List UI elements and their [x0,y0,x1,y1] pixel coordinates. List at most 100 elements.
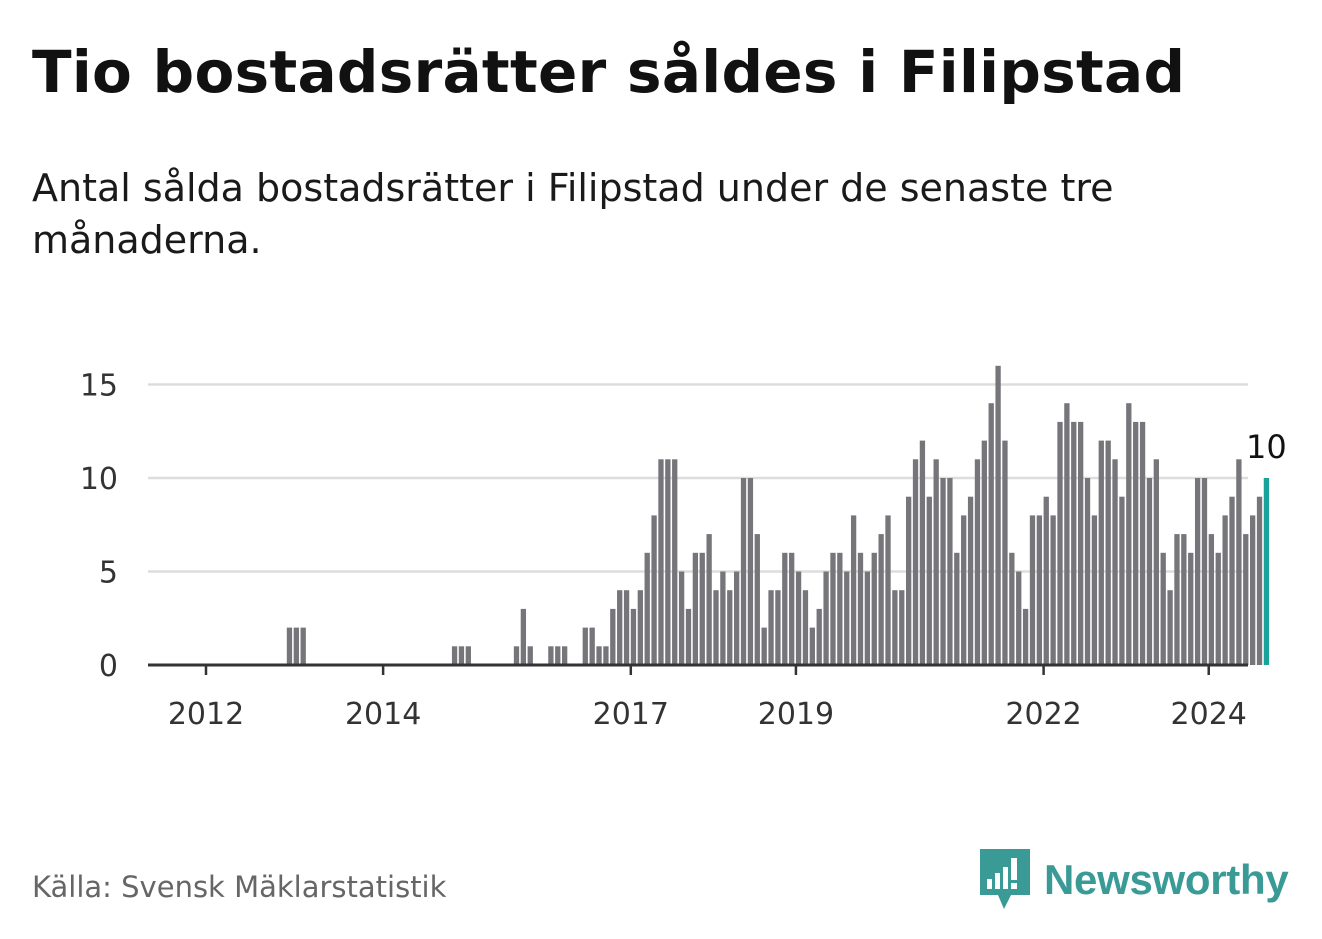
bar [775,590,781,665]
x-tick-label: 2022 [1005,697,1081,732]
bar [658,459,664,665]
y-tick-label: 5 [99,556,118,591]
bar [1250,515,1256,665]
bar [864,571,871,665]
bar [603,646,609,665]
bar [871,552,877,665]
bar [1029,515,1036,665]
bar [582,627,588,665]
bar [740,478,747,665]
bar [1002,440,1008,665]
bar [665,459,671,665]
chart-title: Tio bostadsrätter såldes i Filipstad [32,38,1186,106]
bar [892,590,898,665]
bar [548,646,554,665]
bar [1084,478,1091,665]
bar [782,552,788,665]
bar [837,552,843,665]
bar [899,590,905,665]
bar [1229,496,1235,665]
highlight-value-label: 10 [1246,428,1287,466]
bar [1057,421,1063,665]
bar [1188,552,1194,665]
newsworthy-logo: Newsworthy [980,848,1289,912]
bar [1181,534,1187,665]
bar [596,646,602,665]
bar [961,515,967,665]
bar [981,440,987,665]
bar [1139,421,1146,665]
y-tick-label: 10 [80,462,118,497]
bar [1009,552,1015,665]
bar [451,646,458,665]
bar [802,590,809,665]
bar [617,590,623,665]
bar [610,608,616,665]
bar [458,646,465,665]
bar [967,496,974,665]
bar [672,459,678,665]
bar [589,627,595,665]
bar [1112,459,1118,665]
bar [555,646,561,665]
x-tick-label: 2017 [593,697,669,732]
bar [1215,552,1221,665]
bar [300,627,306,665]
bar [1208,534,1215,665]
bar [830,552,836,665]
bar [844,571,850,665]
bar [706,534,712,665]
bar [286,627,293,665]
bar [850,515,857,665]
bar [795,571,802,665]
bar [1043,496,1049,665]
bar [1098,440,1104,665]
bar [1160,552,1166,665]
bar [809,627,815,665]
bar [734,571,740,665]
bar [630,608,637,665]
bar [623,590,630,665]
x-tick-label: 2012 [168,697,244,732]
source-note: Källa: Svensk Mäklarstatistik [32,870,447,904]
bar [1222,515,1228,665]
bar [513,646,520,665]
chart-subtitle: Antal sålda bostadsrätter i Filipstad un… [32,166,1114,262]
x-tick-label: 2019 [758,697,834,732]
bar [933,459,939,665]
x-tick-label: 2014 [345,697,421,732]
bar [527,646,533,665]
bar [1201,478,1208,665]
bar [699,552,705,665]
y-tick-label: 0 [99,649,118,684]
bar [1078,421,1084,665]
bar [1236,459,1242,665]
x-tick-label: 2024 [1171,697,1247,732]
y-tick-label: 15 [80,369,118,404]
bar [1071,421,1077,665]
bar [754,534,760,665]
bar [919,440,926,665]
bar [974,459,981,665]
bar [1091,515,1098,665]
bar [823,571,829,665]
bar [761,627,767,665]
brand-name: Newsworthy [1044,856,1289,903]
bar [685,608,692,665]
bar [857,552,864,665]
bar [465,646,471,665]
bar [1016,571,1022,665]
bar [906,496,912,665]
bar [954,552,960,665]
bar [1064,403,1070,665]
bar [926,496,932,665]
bar-highlight [1263,478,1270,665]
bar [885,515,891,665]
bar [651,515,657,665]
bar [878,534,884,665]
bar [947,478,953,665]
bar [1167,590,1173,665]
bar [637,590,643,665]
bar [727,590,733,665]
bar [816,608,822,665]
